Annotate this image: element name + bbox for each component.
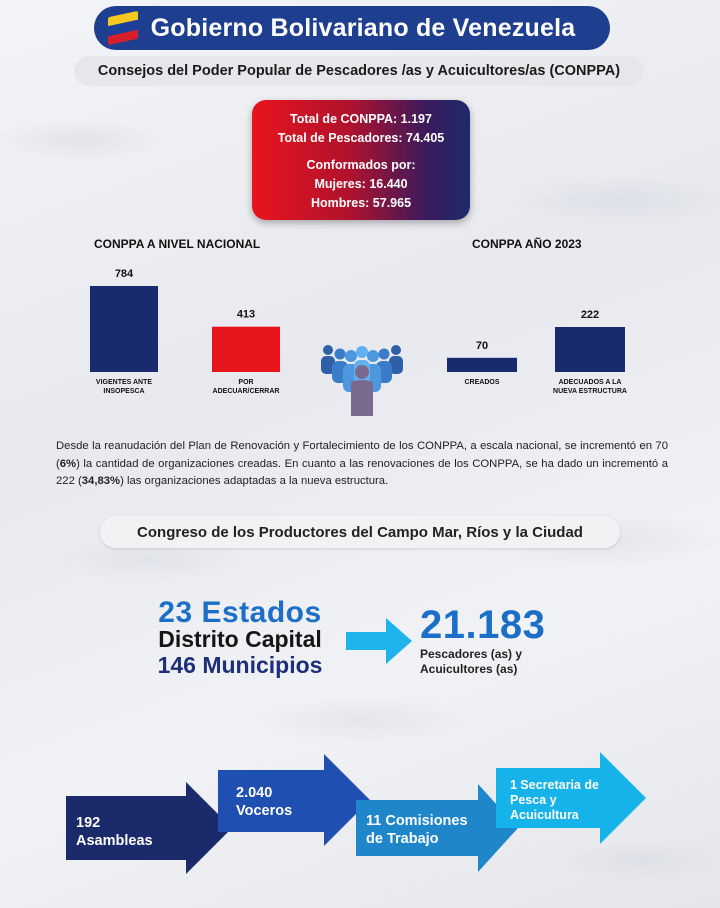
total-mujeres: Mujeres: 16.440 — [314, 177, 408, 191]
fishers-number: 21.183 — [420, 603, 546, 647]
percent-created: 6% — [59, 457, 77, 470]
bar-label-nacional-0-0: VIGENTES ANTE — [96, 379, 152, 386]
step-secretaria: 1 Secretaria de Pesca y Acuicultura — [510, 778, 599, 822]
step-arrow-voceros — [218, 754, 370, 846]
fishers-label-1: Pescadores (as) y — [420, 647, 523, 661]
header-title: Gobierno Bolivariano de Venezuela — [150, 13, 576, 42]
step-arrow-comisiones — [356, 784, 518, 872]
bar-label-nacional-1-0: POR — [238, 379, 253, 386]
bar-value-2023-0: 70 — [476, 340, 488, 352]
bar-value-nacional-0: 784 — [115, 268, 134, 280]
capital-district: Distrito Capital — [158, 626, 322, 652]
right-arrow-icon — [346, 618, 412, 664]
step-voceros: 2.040 Voceros — [236, 785, 293, 819]
bar-label-2023-0-0: CREADOS — [464, 379, 499, 386]
total-conppa: Total de CONPPA: 1.197 — [290, 112, 432, 126]
bar-nacional-0 — [90, 286, 158, 372]
states-block: 23 Estados Distrito Capital 146 Municipi… — [140, 596, 340, 679]
step-arrow-secretaria — [496, 752, 646, 844]
chart-title-nacional: CONPPA A NIVEL NACIONAL — [94, 237, 261, 251]
bar-value-nacional-1: 413 — [237, 309, 255, 321]
bar-label-2023-1-0: ADECUADOS A LA — [559, 379, 622, 386]
congress-title: Congreso de los Productores del Campo Ma… — [100, 516, 620, 548]
bar-2023-0 — [447, 357, 517, 372]
summary-paragraph: Desde la reanudación del Plan de Renovac… — [56, 440, 668, 487]
percent-renewed: 34,83% — [81, 475, 121, 487]
total-pescadores: Total de Pescadores: 74.405 — [277, 131, 445, 145]
bar-label-nacional-0-1: INSOPESCA — [103, 388, 144, 395]
total-hombres: Hombres: 57.965 — [310, 196, 412, 210]
conppa-subtitle: Consejos del Poder Popular de Pescadores… — [74, 56, 644, 86]
totals-box: Total de CONPPA: 1.197 Total de Pescador… — [252, 100, 470, 220]
municipios-count: 146 Municipios — [157, 652, 323, 678]
bar-value-2023-1: 222 — [581, 309, 599, 321]
step-arrow-asambleas — [66, 782, 232, 874]
states-count: 23 Estados — [158, 596, 322, 629]
fishers-label-2: Acuicultores (as) — [420, 662, 518, 676]
bar-charts: 784 VIGENTES ANTE INSOPESCA 413 POR ADECUAR/C… — [90, 268, 627, 395]
conformados-label: Conformados por: — [306, 158, 416, 172]
fishers-block: 21.183 Pescadores (as) y Acuicultores (a… — [420, 604, 560, 676]
steps-arrow-shapes — [66, 752, 646, 874]
steps-arrows: 192 Asambleas 2.040 Voceros 11 Comisiones d… — [0, 740, 720, 908]
header-banner: Gobierno Bolivariano de Venezuela — [94, 6, 610, 50]
step-comisiones: 11 Comisiones de Trabajo — [366, 813, 468, 847]
bar-label-2023-1-1: NUEVA ESTRUCTURA — [553, 388, 627, 395]
bar-label-nacional-1-1: ADECUAR/CERRAR — [213, 388, 280, 395]
chart-title-2023: CONPPA AÑO 2023 — [472, 237, 582, 251]
bar-2023-1 — [555, 327, 625, 372]
step-asambleas: 192 Asambleas — [76, 815, 153, 849]
people-group-icon — [321, 345, 403, 416]
bar-nacional-1 — [212, 326, 280, 372]
